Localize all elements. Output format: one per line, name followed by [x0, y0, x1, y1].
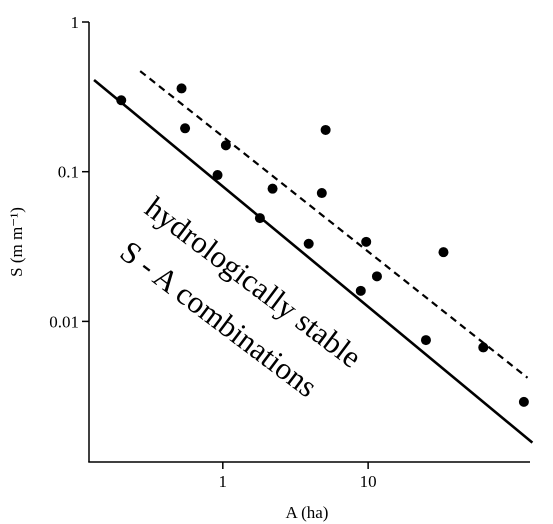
- data-point-4: [212, 170, 223, 181]
- x-tick-label-1: 10: [360, 472, 377, 491]
- data-point-7: [320, 124, 331, 135]
- data-point-0: [116, 95, 127, 106]
- ticks: 1 10 1 0.1 0.01: [49, 13, 376, 491]
- data-point-2: [180, 123, 191, 134]
- x-tick-label-0: 1: [219, 472, 228, 491]
- dashed-fit-line: [139, 70, 529, 379]
- x-axis-title: A (ha): [286, 503, 329, 522]
- y-tick-label-1: 0.1: [58, 163, 79, 182]
- y-tick-label-0: 1: [71, 13, 80, 32]
- data-point-11: [371, 271, 382, 282]
- data-point-6: [254, 213, 265, 224]
- data-point-3: [220, 140, 231, 151]
- data-point-8: [316, 188, 327, 199]
- data-point-1: [176, 83, 187, 94]
- y-tick-label-2: 0.01: [49, 312, 79, 331]
- data-point-15: [478, 342, 489, 353]
- y-axis-title: S (m m⁻¹): [7, 207, 26, 277]
- axes: [88, 22, 530, 463]
- data-points: [116, 83, 529, 407]
- data-point-5: [267, 183, 278, 194]
- data-point-10: [361, 236, 372, 247]
- data-point-9: [303, 238, 314, 249]
- fit-lines: [93, 70, 534, 444]
- data-point-12: [355, 285, 366, 296]
- solid-fit-line: [93, 78, 534, 444]
- data-point-13: [438, 247, 449, 258]
- data-point-16: [518, 396, 529, 407]
- data-point-14: [420, 335, 431, 346]
